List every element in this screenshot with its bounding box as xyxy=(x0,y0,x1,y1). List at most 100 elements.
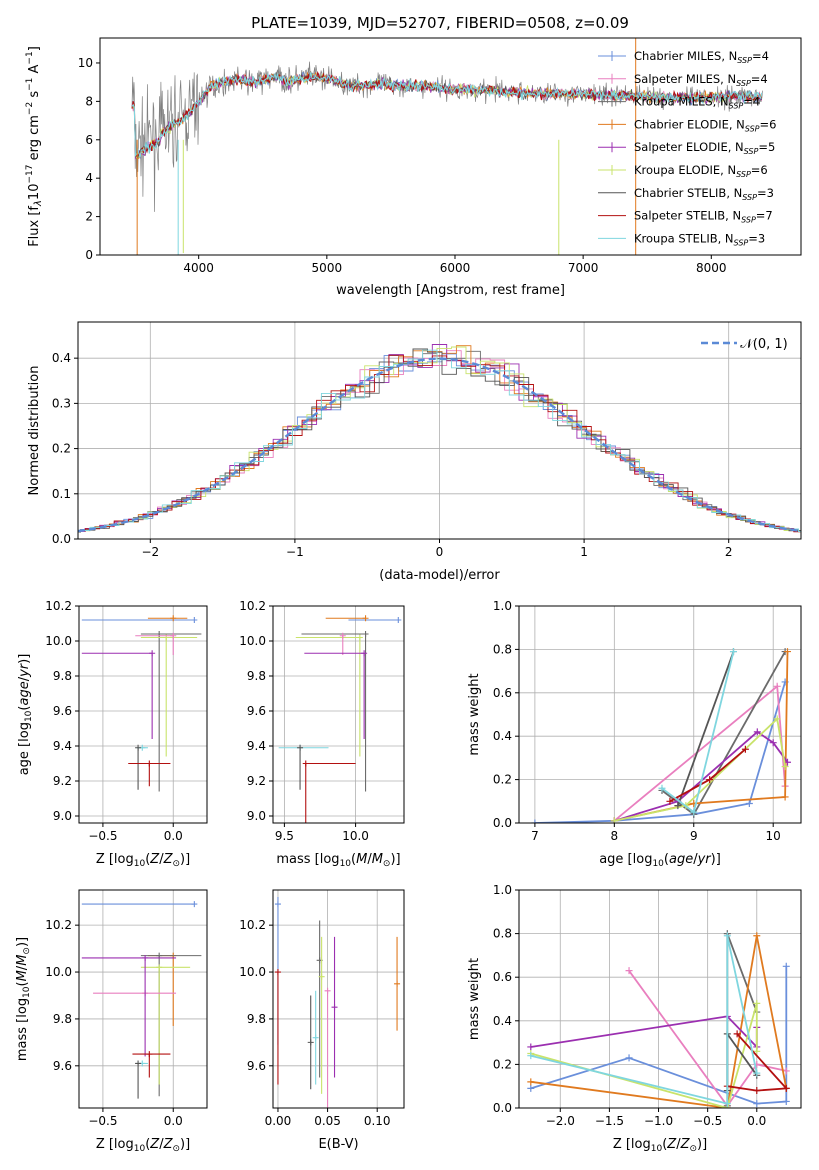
y-tick-label: 9.0 xyxy=(247,809,266,823)
x-tick-label: 0.0 xyxy=(164,1114,183,1128)
y-axis-label: mass [log10(M/M⊙)] xyxy=(15,937,32,1061)
y-tick-label: 0.1 xyxy=(52,487,71,501)
data-point xyxy=(149,650,156,657)
y-tick-label: 10.2 xyxy=(45,918,72,932)
axes-border xyxy=(518,889,802,1109)
weight-point xyxy=(782,962,790,970)
y-axis-label: Normed distribution xyxy=(27,366,42,496)
y-tick-label: 0.3 xyxy=(52,396,71,410)
plot-area xyxy=(131,38,763,255)
weight-point xyxy=(782,1084,790,1092)
data-point xyxy=(156,964,163,971)
weight-point xyxy=(527,1084,535,1092)
weight-point xyxy=(527,1078,535,1086)
data-point xyxy=(395,617,402,623)
plot-area xyxy=(81,901,202,1099)
axes-border xyxy=(78,889,208,1109)
x-axis-label: Z [log10(Z/Z⊙)] xyxy=(96,852,190,869)
legend-label: Kroupa STELIB, NSSP=3 xyxy=(634,231,765,247)
panel-age_vs_Z: −0.5 0.0 9.0 9.2 9.4 9.6 9.8 10.0 10.2 Z [log10(Z… xyxy=(17,599,208,869)
weight-point xyxy=(753,932,761,940)
axes-frame: 7 8 9 10 0.0 0.2 0.4 0.6 0.8 1.0 xyxy=(493,599,802,843)
x-tick-label: −1.0 xyxy=(644,1114,673,1128)
x-tick-label: 1 xyxy=(580,545,588,559)
y-tick-label: 9.6 xyxy=(53,704,72,718)
weight-point xyxy=(723,1100,731,1108)
weight-point xyxy=(527,1052,535,1060)
axes-frame: −2.0 −1.5 −1.0 −0.5 0.0 0.0 0.2 0.4 0.6 0.8 1.0 xyxy=(493,883,802,1128)
y-tick-label: 9.2 xyxy=(247,774,266,788)
legend-label: Salpeter ELODIE, NSSP=5 xyxy=(634,140,775,156)
x-tick-label: −0.5 xyxy=(88,1114,117,1128)
x-tick-label: 10.0 xyxy=(342,829,369,843)
x-tick-label: −0.5 xyxy=(88,829,117,843)
weight-series-line xyxy=(661,651,786,816)
axes-frame: −0.5 0.0 9.6 9.8 10.0 10.2 xyxy=(45,889,208,1128)
x-tick-label: 0.10 xyxy=(364,1114,391,1128)
x-tick-label: 9 xyxy=(690,829,698,843)
y-axis-label: mass weight xyxy=(467,673,482,755)
y-tick-label: 0.2 xyxy=(493,1057,512,1071)
x-tick-label: −2 xyxy=(141,545,159,559)
y-tick-label: 10.0 xyxy=(45,965,72,979)
y-tick-label: 0.0 xyxy=(493,816,512,830)
model-spectrum xyxy=(131,72,763,158)
panel-mass_vs_Z: −0.5 0.0 9.6 9.8 10.0 10.2 Z [log10(Z/Z⊙)] mass… xyxy=(15,889,208,1154)
data-point xyxy=(274,901,281,908)
weight-point xyxy=(753,1100,761,1108)
x-tick-label: 7 xyxy=(531,829,539,843)
panel-mass_weight_vs_age: 7 8 9 10 0.0 0.2 0.4 0.6 0.8 1.0 age [log10(age/yr… xyxy=(467,599,802,869)
data-point xyxy=(361,650,368,657)
weight-point xyxy=(782,1067,790,1075)
y-axis-label: age [log10(age/yr)] xyxy=(17,654,34,776)
y-tick-label: 10.2 xyxy=(239,599,266,613)
y-tick-label: 10.2 xyxy=(239,918,266,932)
y-tick-label: 0.4 xyxy=(493,1014,512,1028)
y-tick-label: 10.0 xyxy=(239,965,266,979)
weight-series-line xyxy=(530,935,788,1108)
weight-point xyxy=(769,739,777,747)
weight-point xyxy=(625,967,633,975)
weight-point xyxy=(531,819,539,823)
y-axis-label: Flux [fλ10−17 erg cm−2 s−1 A−1] xyxy=(25,46,44,247)
x-tick-label: 0.05 xyxy=(314,1114,341,1128)
x-tick-label: 0.00 xyxy=(265,1114,292,1128)
weight-series-line xyxy=(530,935,758,1105)
weight-point xyxy=(783,648,791,656)
y-tick-label: 9.4 xyxy=(247,739,266,753)
x-tick-label: 6000 xyxy=(440,261,471,275)
axes-border xyxy=(77,321,802,540)
weight-point xyxy=(625,1054,633,1062)
weight-series-line xyxy=(614,716,786,822)
plot-area xyxy=(274,897,401,1108)
x-axis-label: (data-model)/error xyxy=(379,568,500,583)
x-axis-label: Z [log10(Z/Z⊙)] xyxy=(613,1137,707,1154)
legend-label: Salpeter STELIB, NSSP=7 xyxy=(634,209,773,225)
x-axis-label: age [log10(age/yr)] xyxy=(599,852,721,869)
axes-border xyxy=(99,37,802,256)
data-point xyxy=(135,744,142,751)
weight-point xyxy=(658,784,666,792)
weight-point xyxy=(753,1047,761,1055)
plot-area xyxy=(531,648,791,823)
y-tick-label: 9.8 xyxy=(247,1012,266,1026)
weight-point xyxy=(674,802,682,810)
plot-area xyxy=(278,615,402,823)
data-point xyxy=(146,1051,153,1058)
y-tick-label: 0.6 xyxy=(493,970,512,984)
weight-series-line xyxy=(534,681,786,823)
data-point xyxy=(339,632,346,639)
y-tick-label: 9.8 xyxy=(53,1012,72,1026)
weight-point xyxy=(773,715,781,723)
legend-label: Salpeter MILES, NSSP=4 xyxy=(634,72,768,88)
histogram-series xyxy=(78,354,801,533)
y-tick-label: 8 xyxy=(85,94,93,108)
x-tick-label: 0 xyxy=(436,545,444,559)
axes-frame: 4000 5000 6000 7000 8000 0 2 4 6 8 10 xyxy=(78,37,802,275)
normal-reference-curve xyxy=(78,357,801,533)
weight-point xyxy=(610,817,618,823)
y-tick-label: 1.0 xyxy=(493,599,512,613)
weight-point xyxy=(753,1087,761,1095)
y-tick-label: 10 xyxy=(78,56,93,70)
